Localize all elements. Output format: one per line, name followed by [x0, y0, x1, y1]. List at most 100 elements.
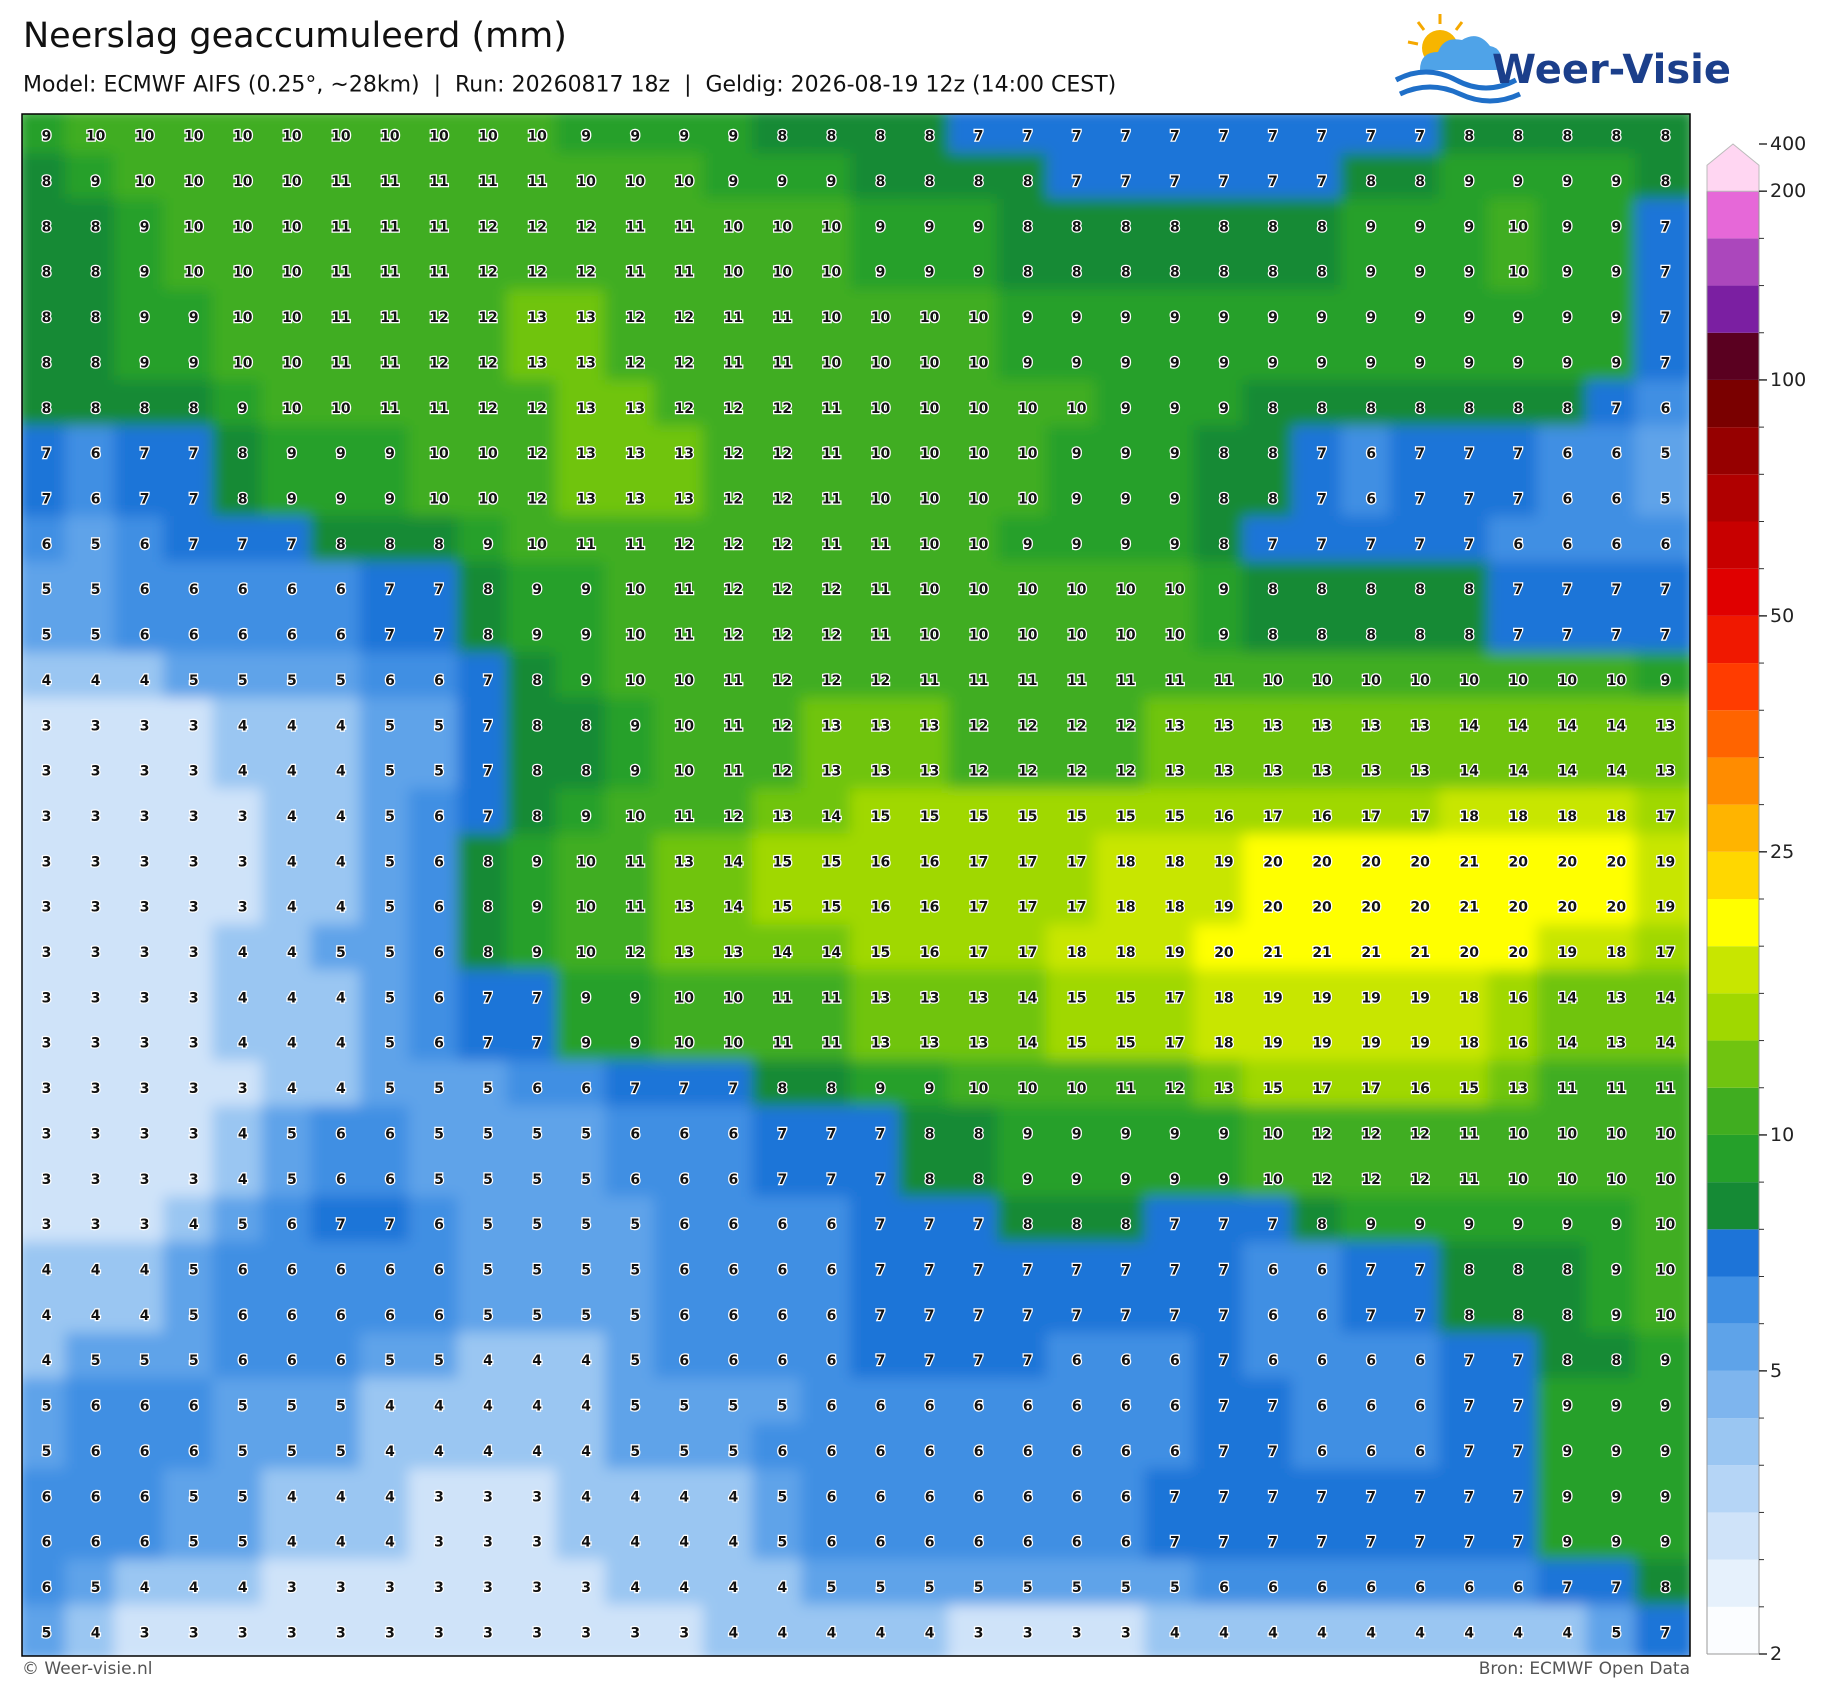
- value-label: 6: [1317, 1580, 1327, 1596]
- value-label: 7: [778, 1126, 788, 1142]
- value-label: 10: [625, 673, 645, 689]
- value-label: 6: [1366, 1353, 1376, 1369]
- value-label: 4: [630, 1535, 640, 1551]
- value-label: 8: [827, 129, 837, 145]
- value-label: 3: [483, 1489, 493, 1505]
- value-label: 7: [1464, 1444, 1474, 1460]
- value-label: 12: [969, 764, 988, 780]
- value-label: 12: [625, 945, 644, 961]
- value-label: 8: [1562, 1308, 1572, 1324]
- value-label: 6: [1268, 1263, 1278, 1279]
- value-label: 14: [822, 945, 842, 961]
- value-label: 4: [91, 1263, 101, 1279]
- value-label: 10: [724, 265, 744, 281]
- value-label: 18: [1607, 809, 1626, 825]
- value-label: 8: [1219, 219, 1229, 235]
- value-label: 9: [1464, 355, 1474, 371]
- value-label: 10: [282, 219, 302, 235]
- value-label: 10: [625, 174, 645, 190]
- value-label: 8: [1415, 582, 1425, 598]
- value-label: 9: [1121, 492, 1131, 508]
- value-label: 8: [1513, 129, 1523, 145]
- value-label: 21: [1312, 945, 1331, 961]
- value-label: 15: [773, 854, 792, 870]
- value-label: 8: [1612, 129, 1622, 145]
- value-label: 5: [1612, 1625, 1622, 1641]
- value-label: 9: [336, 446, 346, 462]
- value-label: 13: [1656, 718, 1675, 734]
- value-label: 11: [380, 219, 399, 235]
- logo-cloud: [1420, 36, 1503, 70]
- value-label: 6: [336, 582, 346, 598]
- value-label: 7: [1219, 1263, 1229, 1279]
- value-label: 20: [1361, 854, 1381, 870]
- value-label: 12: [822, 582, 841, 598]
- value-label: 4: [189, 1580, 199, 1596]
- value-label: 6: [1023, 1489, 1033, 1505]
- value-label: 12: [478, 355, 497, 371]
- value-label: 3: [42, 764, 52, 780]
- value-label: 8: [91, 355, 101, 371]
- value-label: 3: [91, 764, 101, 780]
- value-label: 10: [527, 129, 547, 145]
- value-label: 9: [630, 1036, 640, 1052]
- value-label: 18: [1558, 809, 1577, 825]
- value-label: 4: [581, 1535, 591, 1551]
- value-label: 10: [282, 355, 302, 371]
- value-label: 4: [1317, 1625, 1327, 1641]
- value-label: 4: [140, 673, 150, 689]
- value-label: 16: [1410, 1081, 1429, 1097]
- value-label: 9: [532, 945, 542, 961]
- value-label: 20: [1509, 854, 1529, 870]
- value-label: 7: [778, 1172, 788, 1188]
- value-label: 13: [1263, 764, 1282, 780]
- value-label: 10: [920, 310, 940, 326]
- value-label: 15: [1165, 809, 1184, 825]
- value-label: 18: [1459, 1036, 1478, 1052]
- value-label: 6: [1415, 1353, 1425, 1369]
- value-label: 20: [1410, 854, 1430, 870]
- value-label: 18: [1509, 809, 1528, 825]
- value-label: 7: [483, 718, 493, 734]
- value-label: 4: [385, 1399, 395, 1415]
- value-label: 7: [1268, 174, 1278, 190]
- value-label: 9: [1562, 1535, 1572, 1551]
- value-label: 7: [1464, 1535, 1474, 1551]
- value-label: 9: [1415, 355, 1425, 371]
- value-label: 5: [630, 1263, 640, 1279]
- value-label: 10: [1018, 492, 1038, 508]
- value-label: 13: [871, 990, 890, 1006]
- value-label: 10: [1656, 1263, 1676, 1279]
- value-label: 11: [822, 446, 841, 462]
- value-label: 10: [1263, 673, 1283, 689]
- value-label: 9: [1219, 1172, 1229, 1188]
- value-label: 7: [1513, 582, 1523, 598]
- value-label: 6: [1219, 1580, 1229, 1596]
- value-label: 8: [1268, 401, 1278, 417]
- value-label: 7: [238, 537, 248, 553]
- value-label: 12: [724, 537, 743, 553]
- value-label: 3: [434, 1489, 444, 1505]
- value-label: 12: [1018, 718, 1037, 734]
- value-label: 7: [1366, 1535, 1376, 1551]
- value-label: 10: [135, 129, 155, 145]
- value-label: 7: [925, 1353, 935, 1369]
- value-label: 17: [969, 854, 988, 870]
- value-label: 9: [1366, 355, 1376, 371]
- value-label: 4: [287, 764, 297, 780]
- value-label: 7: [1072, 129, 1082, 145]
- value-label: 6: [385, 1308, 395, 1324]
- value-label: 8: [1562, 1263, 1572, 1279]
- value-label: 9: [1072, 446, 1082, 462]
- value-label: 10: [1607, 1126, 1627, 1142]
- value-label: 7: [1268, 1399, 1278, 1415]
- value-label: 3: [189, 1036, 199, 1052]
- value-label: 4: [532, 1444, 542, 1460]
- value-label: 11: [380, 265, 399, 281]
- value-label: 7: [1562, 1580, 1572, 1596]
- colorbar-band: [1707, 1559, 1759, 1607]
- value-label: 9: [1464, 174, 1474, 190]
- value-label: 10: [1509, 1126, 1529, 1142]
- value-label: 13: [920, 764, 939, 780]
- value-label: 5: [287, 1444, 297, 1460]
